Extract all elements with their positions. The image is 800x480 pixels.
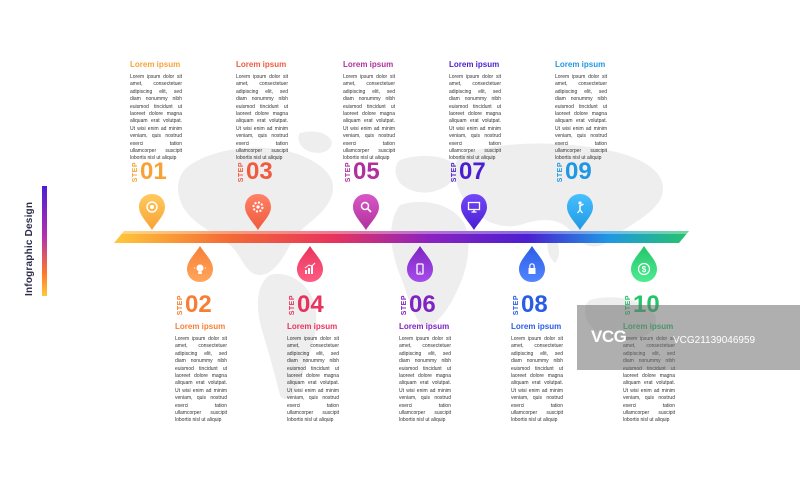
step-block-02: Lorem ipsum Lorem ipsum dolor sit amet, c… [175,322,227,425]
step-word: STEP [289,294,296,315]
step-word: STEP [451,161,458,182]
step-body: Lorem ipsum dolor sit amet, consectetuer… [130,74,182,162]
step-title: Lorem ipsum [449,60,500,69]
step-body: Lorem ipsum dolor sit amet, consectetuer… [175,336,227,424]
step-pin-05 [351,192,381,232]
step-number: 04 [297,291,324,318]
phone-icon [416,263,424,275]
step-label-06: STEP 06 [401,291,436,317]
step-title: Lorem ipsum [343,60,394,69]
step-word: STEP [345,161,352,182]
dollar-icon: $ [637,262,651,276]
step-label-08: STEP 08 [513,291,548,317]
step-pin-04 [295,244,325,284]
step-body: Lorem ipsum dolor sit amet, consectetuer… [399,336,451,424]
step-block-03: Lorem ipsum Lorem ipsum dolor sit amet, c… [236,60,288,163]
step-word: STEP [401,294,408,315]
step-body: Lorem ipsum dolor sit amet, consectetuer… [343,74,395,162]
step-title: Lorem ipsum [287,322,338,331]
gear-icon [252,201,264,213]
step-title: Lorem ipsum [511,322,562,331]
target-icon [146,201,158,213]
step-word: STEP [513,294,520,315]
step-pin-08 [517,244,547,284]
step-number: 01 [140,158,167,185]
step-body: Lorem ipsum dolor sit amet, consectetuer… [236,74,288,162]
step-block-08: Lorem ipsum Lorem ipsum dolor sit amet, c… [511,322,563,425]
step-body: Lorem ipsum dolor sit amet, consectetuer… [511,336,563,424]
step-title: Lorem ipsum [130,60,181,69]
step-block-06: Lorem ipsum Lorem ipsum dolor sit amet, c… [399,322,451,425]
step-number: 09 [565,158,592,185]
step-title: Lorem ipsum [236,60,287,69]
step-number: 02 [185,291,212,318]
step-pin-01 [137,192,167,232]
step-number: 03 [246,158,273,185]
step-title: Lorem ipsum [555,60,606,69]
step-pin-07 [459,192,489,232]
svg-text:$: $ [642,265,647,274]
step-number: 06 [409,291,436,318]
lock-icon [528,263,536,274]
step-number: 08 [521,291,548,318]
step-pin-10: $ [629,244,659,284]
timeline-bar [114,231,689,243]
step-word: STEP [132,161,139,182]
step-block-07: Lorem ipsum Lorem ipsum dolor sit amet, c… [449,60,501,163]
step-block-05: Lorem ipsum Lorem ipsum dolor sit amet, c… [343,60,395,163]
step-title: Lorem ipsum [175,322,226,331]
step-block-09: Lorem ipsum Lorem ipsum dolor sit amet, c… [555,60,607,163]
step-pin-09 [565,192,595,232]
step-block-01: Lorem ipsum Lorem ipsum dolor sit amet, c… [130,60,182,163]
step-label-02: STEP 02 [177,291,212,317]
watermark-logo: VCG [591,327,627,346]
sidebar-title: Infographic Design [24,201,35,296]
step-pin-06 [405,244,435,284]
step-body: Lorem ipsum dolor sit amet, consectetuer… [555,74,607,162]
person-icon [577,201,584,214]
step-label-07: STEP 07 [451,158,486,184]
step-label-01: STEP 01 [132,158,167,184]
monitor-icon [467,201,481,213]
step-number: 05 [353,158,380,185]
step-pin-03 [243,192,273,232]
step-word: STEP [238,161,245,182]
search-icon [360,201,372,213]
watermark: VCG VCG21139046959 [577,305,800,370]
step-word: STEP [557,161,564,182]
step-body: Lorem ipsum dolor sit amet, consectetuer… [287,336,339,424]
step-body: Lorem ipsum dolor sit amet, consectetuer… [449,74,501,162]
step-label-03: STEP 03 [238,158,273,184]
step-label-09: STEP 09 [557,158,592,184]
step-block-04: Lorem ipsum Lorem ipsum dolor sit amet, c… [287,322,339,425]
step-word: STEP [177,294,184,315]
watermark-code: VCG21139046959 [673,335,756,346]
step-label-04: STEP 04 [289,291,324,317]
step-title: Lorem ipsum [399,322,450,331]
lightbulb-icon [194,264,206,274]
step-pin-02 [185,244,215,284]
chart-icon [304,262,316,274]
step-label-05: STEP 05 [345,158,380,184]
sidebar-accent-bar [42,186,47,296]
step-number: 07 [459,158,486,185]
